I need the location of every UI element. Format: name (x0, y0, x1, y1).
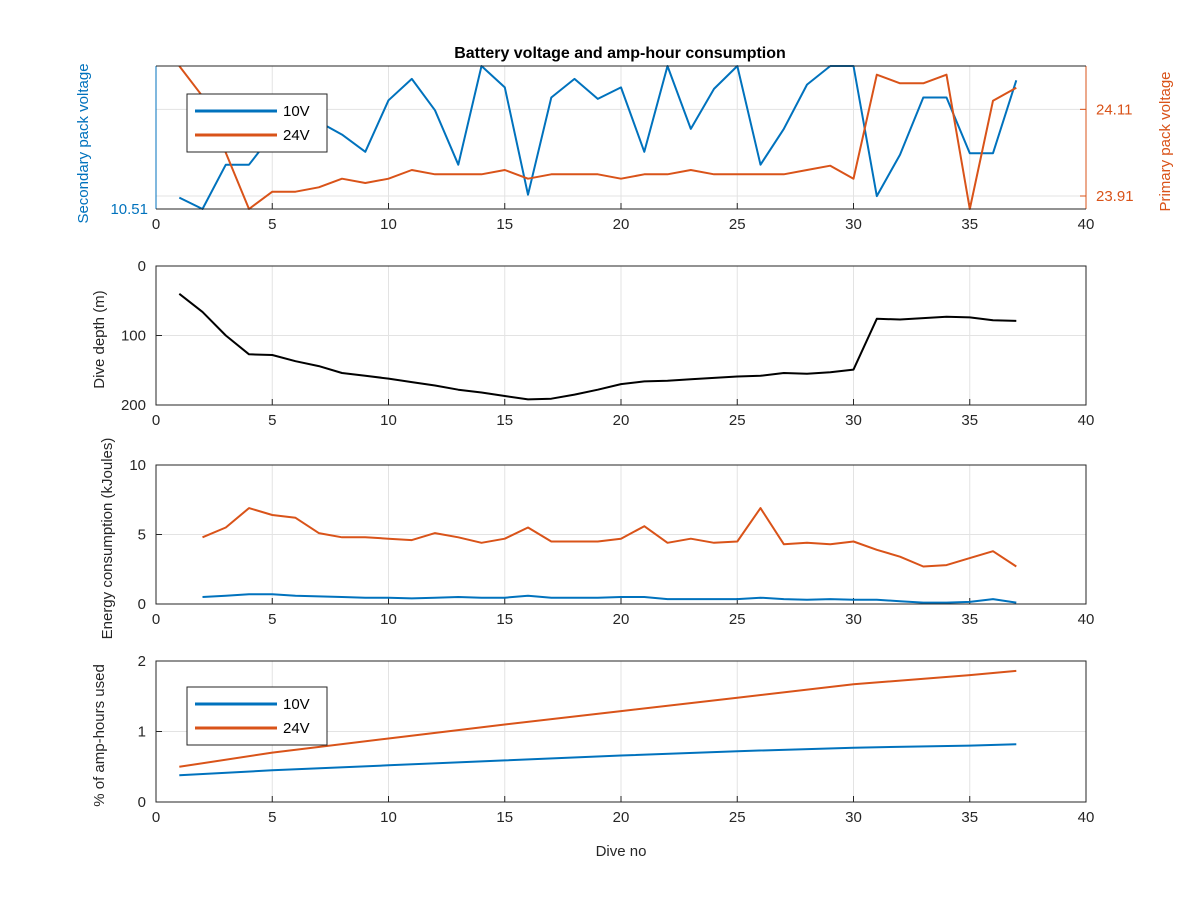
x-tick-label: 10 (380, 809, 397, 826)
x-tick-label: 10 (380, 412, 397, 429)
x-tick-label: 40 (1078, 611, 1095, 628)
y-tick-label: 0 (138, 794, 146, 811)
y-tick-label: 200 (121, 397, 146, 414)
panel-voltage: 0 5 10 15 20 25 30 35 40 10.51 23.91 24.11 Secondary… (75, 63, 1174, 233)
x-tick-label: 20 (613, 216, 630, 233)
x-tick-label: 40 (1078, 809, 1095, 826)
y-tick-label: 0 (138, 596, 146, 613)
x-tick-label: 40 (1078, 412, 1095, 429)
panel-depth: 0 5 10 15 20 25 30 35 40 0 100 200 Dive depth (m) (91, 258, 1094, 429)
x-tick-label: 20 (613, 809, 630, 826)
y-tick-label-left: 10.51 (110, 201, 148, 218)
series-line-24V (202, 507, 1017, 568)
chart-title: Battery voltage and amp-hour consumption (454, 45, 786, 62)
legend-box (186, 686, 328, 746)
y-tick-label: 5 (138, 527, 146, 544)
legend-label-24V: 24V (283, 720, 310, 737)
x-tick-label: 35 (961, 216, 978, 233)
series-line-10V (179, 743, 1017, 777)
x-tick-label: 0 (152, 611, 160, 628)
panels: 0 5 10 15 20 25 30 35 4010.5123.9124.11Secondary… (75, 63, 1174, 860)
y-tick-label: 100 (121, 328, 146, 345)
x-tick-label: 0 (152, 809, 160, 826)
y-tick-label: 2 (138, 653, 146, 670)
x-tick-label: 10 (380, 216, 397, 233)
y-tick-label-right: 23.91 (1096, 188, 1134, 205)
x-tick-label: 30 (845, 809, 862, 826)
axes-box (155, 464, 1087, 605)
axes-box (155, 660, 1087, 803)
y-tick-label-right: 24.11 (1096, 101, 1132, 118)
x-tick-label: 20 (613, 611, 630, 628)
x-tick-label: 25 (729, 809, 746, 826)
x-tick-label: 40 (1078, 216, 1095, 233)
x-tick-label: 0 (152, 412, 160, 429)
x-tick-label: 5 (268, 216, 276, 233)
x-tick-label: 10 (380, 611, 397, 628)
x-tick-label: 30 (845, 611, 862, 628)
y-axis-title: Energy consumption (kJoules) (99, 438, 116, 640)
y-tick-label: 1 (138, 724, 146, 741)
x-tick-label: 0 (152, 216, 160, 233)
x-tick-label: 15 (496, 412, 513, 429)
x-tick-label: 25 (729, 216, 746, 233)
axes-box (155, 265, 1087, 406)
x-tick-label: 5 (268, 412, 276, 429)
x-tick-label: 25 (729, 412, 746, 429)
x-tick-label: 15 (496, 611, 513, 628)
series-line-depth (178, 293, 1017, 401)
x-tick-label: 35 (961, 809, 978, 826)
legend-box (186, 93, 328, 153)
x-tick-label: 30 (845, 216, 862, 233)
series-line-24V (179, 669, 1017, 768)
x-tick-label: 5 (268, 611, 276, 628)
series-line-24V (178, 65, 1017, 210)
legend-label-24V: 24V (283, 127, 310, 144)
x-tick-label: 20 (613, 412, 630, 429)
y-axis-title: % of amp-hours used (91, 664, 108, 807)
x-tick-label: 15 (496, 216, 513, 233)
x-tick-label: 15 (496, 809, 513, 826)
legend-label-10V: 10V (283, 103, 310, 120)
panel-amphours: 0 5 10 15 20 25 30 35 40 0 1 2 % of amp-hours used Di… (91, 653, 1094, 860)
x-tick-label: 35 (961, 412, 978, 429)
x-axis-title: Dive no (596, 843, 647, 860)
legend-label-10V: 10V (283, 696, 310, 713)
x-tick-label: 25 (729, 611, 746, 628)
panel-energy: 0 5 10 15 20 25 30 35 40 0 5 10 Energy consumption (… (99, 438, 1094, 640)
series-line-10V (202, 593, 1017, 604)
y-axis-title-left: Secondary pack voltage (75, 63, 92, 223)
y-axis-title: Dive depth (m) (91, 290, 108, 388)
y-tick-label: 0 (138, 258, 146, 275)
x-tick-label: 5 (268, 809, 276, 826)
y-axis-title-right: Primary pack voltage (1157, 71, 1174, 211)
y-tick-label: 10 (129, 457, 146, 474)
x-tick-label: 35 (961, 611, 978, 628)
x-tick-label: 30 (845, 412, 862, 429)
